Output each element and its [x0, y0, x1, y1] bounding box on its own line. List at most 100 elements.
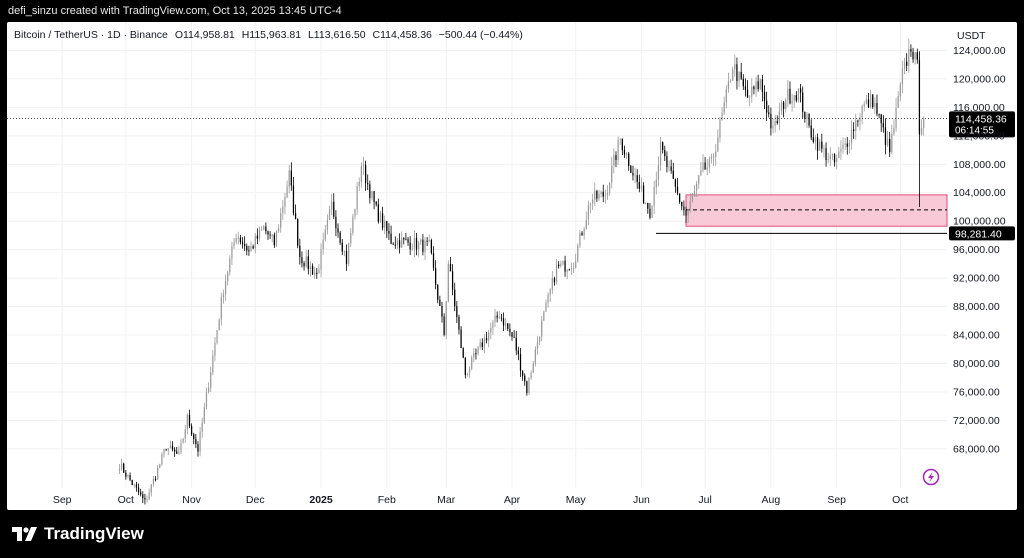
candle-body — [617, 139, 619, 160]
candle-body — [583, 228, 585, 236]
candle-body — [774, 121, 776, 126]
candle-body — [163, 449, 165, 455]
candle-body — [850, 129, 853, 144]
candle-body — [632, 172, 634, 176]
candle-body — [150, 484, 152, 493]
candle-body — [738, 71, 740, 82]
candle-body — [140, 492, 142, 495]
tradingview-logo[interactable]: TradingView — [12, 524, 144, 544]
y-tick-label: 80,000.00 — [953, 358, 1000, 370]
candle-body — [683, 206, 685, 211]
candle-body — [836, 157, 838, 163]
candle-body — [154, 479, 157, 481]
candle-body — [468, 368, 471, 374]
grid-layer — [7, 22, 947, 488]
candle-body — [541, 320, 543, 337]
candle-body — [314, 272, 316, 275]
candle-body — [689, 200, 691, 209]
candle-body — [899, 84, 901, 97]
candle-body — [405, 239, 407, 241]
y-tick-label: 76,000.00 — [953, 386, 1000, 398]
candle-body — [821, 141, 823, 149]
candle-body — [528, 377, 530, 394]
candle-body — [923, 118, 925, 128]
candle-body — [515, 337, 517, 351]
candle-body — [505, 323, 507, 326]
candle-body — [125, 472, 127, 477]
y-tick-label: 116,000.00 — [953, 102, 1005, 114]
x-tick-label: Nov — [182, 494, 201, 506]
candle-body — [256, 235, 259, 239]
candle-body — [165, 449, 167, 451]
candle-body — [757, 81, 759, 89]
candle-body — [717, 137, 719, 152]
candle-body — [171, 445, 174, 450]
candle-body — [859, 117, 861, 122]
candle-body — [577, 245, 579, 262]
candle-body — [169, 445, 172, 449]
candle-body — [517, 350, 520, 355]
lightning-icon[interactable] — [922, 468, 940, 486]
candle-body — [485, 338, 488, 341]
candle-body — [490, 327, 492, 333]
candle-body — [471, 357, 473, 369]
x-tick-label: Apr — [504, 494, 521, 506]
candle-body — [481, 342, 483, 348]
candle-body — [789, 88, 791, 104]
candle-body — [254, 235, 256, 249]
candle-body — [331, 201, 333, 210]
candle-body — [369, 184, 371, 199]
candle-body — [277, 227, 280, 232]
candle-body — [755, 81, 757, 90]
candle-body — [753, 86, 755, 90]
candle-body — [553, 278, 556, 283]
candle-body — [333, 201, 335, 217]
candle-body — [316, 272, 318, 274]
candle-body — [458, 316, 460, 330]
candle-body — [237, 237, 239, 239]
candle-body — [918, 59, 921, 135]
chart-frame[interactable]: 114,458.36 06:14:55 98,281.40 68,000.00 72,… — [7, 22, 1017, 510]
candle-body — [551, 278, 553, 290]
x-tick-label: Jun — [633, 494, 650, 506]
candle-body — [797, 88, 800, 101]
candle-body — [793, 95, 795, 101]
candle-body — [337, 228, 339, 233]
candle-body — [863, 104, 865, 107]
candle-body — [780, 102, 783, 112]
candle-body — [581, 232, 583, 236]
candle-body — [142, 494, 144, 498]
candle-body — [492, 321, 494, 328]
candle-body — [451, 271, 454, 290]
candle-body — [220, 297, 222, 320]
y-tick-label: 104,000.00 — [953, 187, 1006, 199]
y-tick-label: 92,000.00 — [953, 273, 1000, 285]
candle-body — [445, 301, 447, 335]
candle-body — [791, 100, 793, 104]
candles-layer — [118, 38, 925, 505]
candle-body — [838, 151, 840, 158]
candle-body — [672, 170, 674, 179]
candle-body — [549, 289, 551, 295]
candle-body — [388, 230, 390, 234]
candle-body — [186, 414, 188, 430]
candle-body — [447, 263, 449, 302]
candle-body — [188, 414, 191, 427]
candle-body — [190, 426, 193, 435]
candle-body — [778, 111, 781, 124]
candle-body — [880, 114, 882, 124]
candle-body — [742, 78, 744, 87]
candle-body — [668, 166, 670, 168]
candle-body — [161, 454, 163, 465]
candle-body — [303, 263, 305, 267]
candle-body — [407, 239, 409, 243]
candle-body — [307, 256, 309, 270]
candle-body — [543, 311, 545, 321]
candle-body — [235, 237, 237, 243]
candle-body — [394, 244, 396, 246]
x-tick-label: Feb — [378, 494, 396, 506]
candle-body — [572, 268, 575, 270]
candle-body — [152, 479, 155, 485]
candle-body — [555, 264, 558, 283]
